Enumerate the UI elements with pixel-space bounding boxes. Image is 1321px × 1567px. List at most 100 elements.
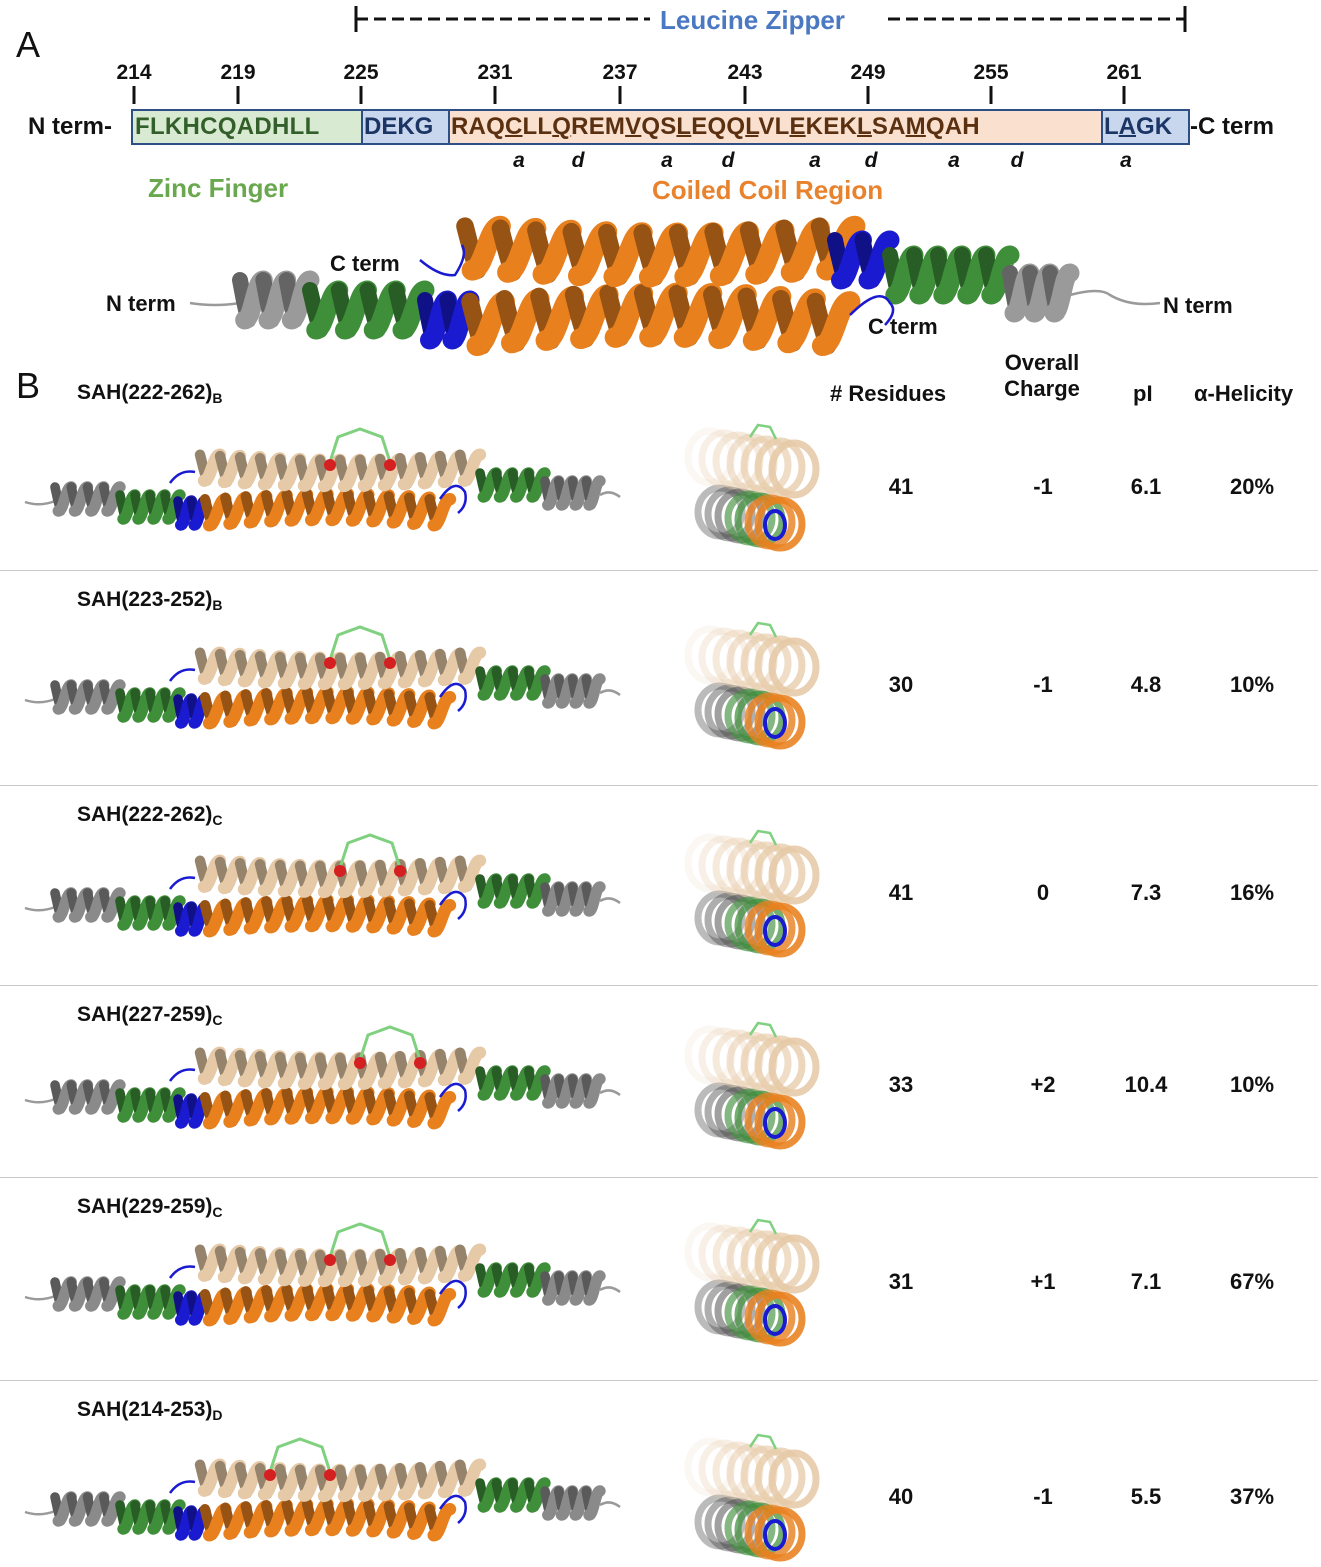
green-helix	[115, 895, 186, 931]
value-residues: 30	[888, 672, 914, 697]
value-helicity: 67%	[1229, 1269, 1275, 1294]
orange-helix-lower	[199, 1497, 457, 1542]
value-pi: 7.1	[1130, 1269, 1162, 1294]
orange-helix-upper	[456, 215, 866, 288]
tail-right	[599, 1286, 621, 1294]
zinc-finger-sequence: FLKHCQADHLL	[135, 113, 320, 140]
blue-helix	[173, 1290, 211, 1326]
coiled-coil-label: Coiled Coil Region	[652, 175, 884, 205]
heptad-position-label: a	[513, 149, 525, 172]
leucine-zipper-bracket	[354, 6, 1187, 32]
staple-residue	[324, 459, 336, 471]
end-view-coil-upper	[768, 845, 820, 905]
gray-helix-right	[540, 475, 606, 511]
heptad-position-label: a	[661, 149, 673, 172]
green-helix	[115, 1499, 186, 1535]
loop-right	[438, 682, 467, 712]
green-helix	[115, 687, 186, 723]
tail-left	[24, 1097, 56, 1104]
value-helicity: 16%	[1229, 880, 1275, 905]
value-charge: -1	[1033, 1484, 1053, 1509]
tail-right	[599, 689, 621, 697]
value-pi: 5.5	[1130, 1484, 1162, 1509]
orange-helix-lower	[461, 282, 861, 357]
end-view-coil-upper	[768, 1234, 820, 1294]
peptide-end-view	[684, 1021, 820, 1150]
peptide-name: SAH(214-253)D	[77, 1398, 223, 1423]
n-term-tail-right	[1069, 289, 1161, 306]
staple-residue	[384, 1254, 396, 1266]
end-view-staple	[748, 621, 778, 638]
end-view-blue-segment	[763, 707, 787, 739]
row-separator	[0, 570, 1318, 571]
row-separator	[0, 1177, 1318, 1178]
tail-left	[24, 697, 56, 704]
gray-helix	[50, 481, 126, 517]
green-helix-right	[475, 467, 551, 503]
tail-right	[599, 1501, 621, 1509]
blue-helix	[173, 495, 211, 531]
heptad-position-label: d	[1010, 149, 1024, 172]
peptide-end-view	[684, 1218, 820, 1347]
end-view-coil-lower	[754, 1094, 806, 1150]
header-charge: Overall Charge	[1004, 350, 1080, 401]
value-residues: 33	[888, 1072, 914, 1097]
coiled-coil-sequence: RAQCLLQREMVQSLEQQLVLEKEKLSAMQAH	[451, 113, 980, 140]
row-separator	[0, 785, 1318, 786]
peptide-end-view	[684, 423, 820, 552]
leucine-zipper-label: Leucine Zipper	[660, 5, 845, 35]
heptad-position-label: a	[1120, 149, 1132, 172]
row-separator	[0, 985, 1318, 986]
end-view-blue-segment	[763, 1304, 787, 1336]
staple-residue	[324, 1254, 336, 1266]
residue-number: 231	[477, 61, 513, 84]
orange-helix-lower	[199, 1085, 457, 1130]
residue-ticks	[132, 86, 1126, 104]
end-view-coil-upper	[768, 439, 820, 499]
n-term-right-label: N term	[1163, 293, 1233, 318]
loop-left	[168, 1480, 196, 1494]
value-pi: 10.4	[1124, 1072, 1168, 1097]
end-view-coil-upper	[768, 1449, 820, 1509]
value-charge: +1	[1030, 1269, 1056, 1294]
end-view-staple	[748, 1218, 778, 1235]
n-term-tail-left	[189, 301, 241, 307]
c-term-label: -C term	[1190, 113, 1275, 140]
end-view-staple	[748, 829, 778, 846]
loop-right	[438, 1279, 467, 1309]
panel-a-letter: A	[16, 24, 41, 65]
gray-helix-right	[540, 881, 606, 917]
residue-number: 214	[116, 61, 152, 84]
peptide-end-view	[684, 829, 820, 958]
gray-helix	[50, 887, 126, 923]
value-residues: 41	[888, 880, 914, 905]
gray-helix	[50, 1079, 126, 1115]
peptide-end-view	[684, 1433, 820, 1562]
green-helix-right	[882, 245, 1020, 305]
n-term-left-label: N term	[106, 291, 176, 316]
peptide-side-view	[24, 833, 621, 938]
peptide-side-view	[24, 625, 621, 730]
zinc-finger-box	[131, 109, 363, 145]
green-helix-left	[302, 280, 435, 340]
row-separator	[0, 1380, 1318, 1381]
heptad-position-label: d	[864, 149, 878, 172]
peptide-name: SAH(222-262)B	[77, 381, 223, 406]
tail-left	[24, 499, 56, 506]
loop-left	[168, 1265, 196, 1279]
green-helix-right	[475, 873, 551, 909]
gray-helix	[50, 679, 126, 715]
heptad-position-label: a	[809, 149, 821, 172]
staple-linker	[268, 1437, 332, 1473]
loop-left	[168, 668, 196, 682]
green-helix-right	[475, 1477, 551, 1513]
blue-helix	[173, 1093, 211, 1129]
peptide-end-view	[684, 621, 820, 750]
value-charge: 0	[1036, 880, 1050, 905]
zinc-finger-label: Zinc Finger	[148, 173, 289, 203]
value-residues: 40	[888, 1484, 914, 1509]
green-helix	[115, 1284, 186, 1320]
header-pi: pI	[1133, 381, 1153, 406]
gray-helix-right	[1002, 263, 1080, 323]
end-view-coil-lower	[754, 694, 806, 750]
